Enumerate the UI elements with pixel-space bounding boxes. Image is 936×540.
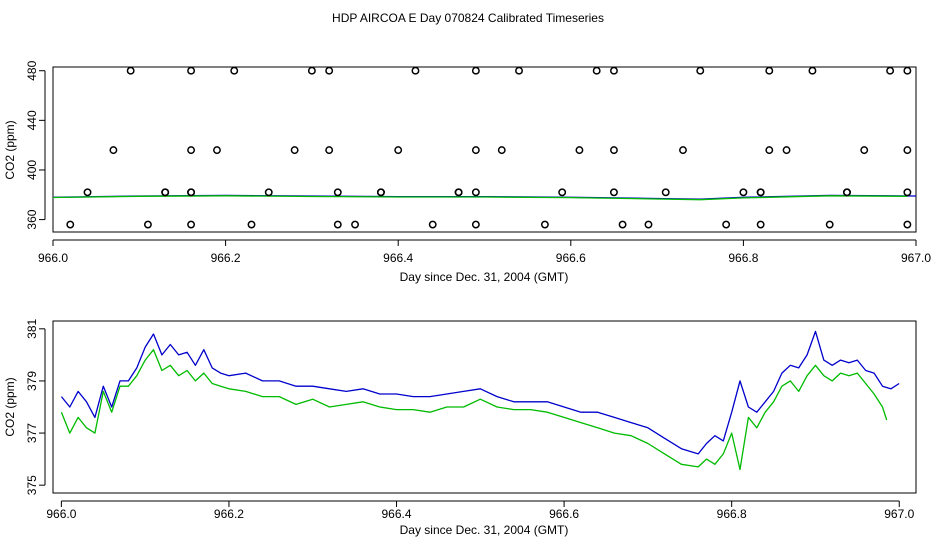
top-y-axis-title: CO2 (ppm) [3,120,17,179]
data-point [230,66,239,75]
x-tick-label: 966.8 [717,507,747,521]
data-point [886,66,895,75]
y-tick-label: 375 [25,475,39,495]
y-tick-label: 377 [25,423,39,443]
data-point [471,188,480,197]
series-line-1 [60,349,888,471]
data-point [540,220,549,229]
data-point [592,66,601,75]
x-tick-label: 966.4 [382,507,412,521]
data-point [903,66,912,75]
data-point [83,188,92,197]
data-point [325,146,334,155]
data-point [515,66,523,75]
data-point [610,188,618,197]
data-point [471,66,480,75]
x-tick-label: 966.6 [556,251,586,265]
data-point [756,220,765,229]
top-x-axis-title: Day since Dec. 31, 2004 (GMT) [400,270,569,284]
y-tick-label: 400 [25,160,39,180]
data-point [376,188,385,197]
y-tick-label: 379 [25,371,39,391]
data-point [765,66,774,75]
bottom-x-axis-title: Day since Dec. 31, 2004 (GMT) [400,523,569,537]
data-point [679,146,687,155]
series-line-0 [60,330,900,455]
data-point [428,220,437,229]
x-tick-label: 966.0 [38,251,68,265]
figure-title: HDP AIRCOA E Day 070824 Calibrated Times… [332,11,604,25]
data-point [333,220,342,229]
data-point [825,220,834,229]
bottom-x-axis: 966.0 966.2 966.4 966.6 966.8 967.0 [46,500,915,521]
data-point [610,66,618,75]
data-point [394,146,403,155]
data-point [187,220,196,229]
data-point [187,188,196,197]
data-point [903,188,912,197]
x-tick-label: 967.0 [901,251,931,265]
series-line-1 [52,195,908,201]
data-point [696,66,705,75]
y-tick-label: 480 [25,60,39,80]
bottom-y-axis-title: CO2 (ppm) [3,377,17,436]
data-point [187,66,196,75]
x-tick-label: 966.2 [211,251,241,265]
data-point [782,146,791,155]
data-point [247,220,256,229]
data-point [143,220,152,229]
data-point [497,146,506,155]
bottom-y-axis: 375 377 379 381 [25,318,46,495]
x-tick-label: 966.2 [214,507,244,521]
data-point [187,146,196,155]
x-tick-label: 966.8 [728,251,758,265]
bottom-panel: 966.0 966.2 966.4 966.6 966.8 967.0 375 377 379… [3,318,917,537]
data-point [903,220,912,229]
data-point [644,220,653,229]
y-tick-label: 440 [25,110,39,130]
data-point [661,188,670,197]
data-point [325,66,334,75]
data-point [290,146,299,155]
data-point [307,66,316,75]
top-plot-frame [52,66,917,233]
data-point [860,146,869,155]
x-tick-label: 966.4 [383,251,413,265]
data-point [411,66,420,75]
data-point [126,66,135,75]
top-x-axis: 966.0 966.2 966.4 966.6 966.8 967.0 [38,239,931,265]
data-point [903,146,912,155]
data-point [739,188,748,197]
top-panel: 966.0 966.2 966.4 966.6 966.8 967.0 360 400 440… [3,60,931,284]
data-point [765,146,774,155]
x-tick-label: 966.0 [46,507,76,521]
data-point [618,220,627,229]
data-point [756,188,765,197]
data-point [66,220,75,229]
x-tick-label: 967.0 [884,507,914,521]
data-point [471,220,480,229]
data-point [454,188,463,197]
top-plot-area [52,66,917,229]
bottom-plot-frame [52,320,917,494]
data-point [109,146,118,155]
data-point [351,220,359,229]
data-point [722,220,731,229]
data-point [264,188,273,197]
data-point [333,188,342,197]
data-point [575,146,584,155]
data-point [610,146,618,155]
data-point [213,146,221,155]
y-tick-label: 381 [25,318,39,338]
data-point [161,188,170,197]
top-y-axis: 360 400 440 480 [25,60,46,230]
data-point [471,146,480,155]
x-tick-label: 966.6 [549,507,579,521]
data-point [808,66,817,75]
data-point [558,188,567,197]
data-point [843,188,851,197]
bottom-plot-area [60,330,900,471]
y-tick-label: 360 [25,209,39,229]
